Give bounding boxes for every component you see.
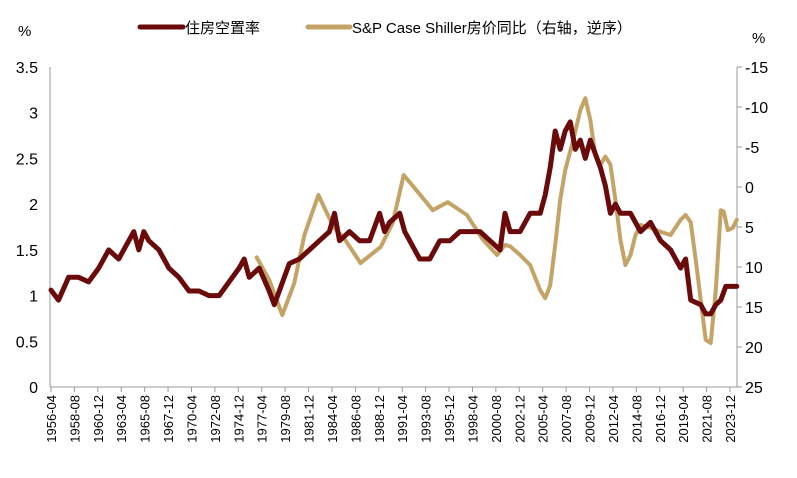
x-tick-label: 1970-04: [184, 395, 199, 443]
left-axis-unit: %: [18, 23, 31, 40]
x-tick-label: 1995-12: [442, 395, 457, 443]
right-tick-label: -15: [745, 60, 768, 77]
series: [48, 96, 740, 345]
right-tick-label: 10: [745, 260, 763, 277]
left-tick-label: 0: [29, 380, 38, 397]
x-tick-label: 2009-12: [583, 395, 598, 443]
x-tick-label: 1963-04: [114, 395, 129, 443]
axes: 0 0.5 1 1.5 2 2.5 3 3.5 -15 -10 -5 0 5 10 15 20 25 1956-0…: [16, 60, 768, 443]
x-tick-label: 1958-08: [67, 395, 82, 443]
x-tick-label: 2007-08: [559, 395, 574, 443]
x-tick-label: 2021-08: [700, 395, 715, 443]
x-tick-label: 1977-04: [255, 395, 270, 443]
x-tick-label: 1988-12: [372, 395, 387, 443]
x-tick-label: 1991-04: [395, 395, 410, 443]
left-tick-label: 3: [29, 106, 38, 123]
x-tick-label: 2014-08: [629, 395, 644, 443]
right-axis-unit: %: [752, 30, 765, 47]
x-tick-label: 1984-04: [325, 395, 340, 443]
right-tick-label: 5: [745, 220, 754, 237]
x-tick-label: 1986-08: [348, 395, 363, 443]
right-tick-label: 15: [745, 300, 763, 317]
x-tick-label: 2016-12: [653, 395, 668, 443]
right-tick-label: 25: [745, 380, 763, 397]
legend-label-hpi: S&P Case Shiller房价同比（右轴，逆序）: [352, 20, 632, 37]
left-tick-label: 2: [29, 197, 38, 214]
x-tick-label: 1967-12: [161, 395, 176, 443]
legend: 住房空置率 S&P Case Shiller房价同比（右轴，逆序）: [137, 20, 632, 37]
x-tick-label: 2019-04: [676, 395, 691, 443]
legend-label-vacancy: 住房空置率: [185, 20, 260, 37]
x-tick-label: 1956-04: [44, 395, 59, 443]
right-tick-label: 0: [745, 180, 754, 197]
right-tick-label: -5: [745, 140, 759, 157]
x-tick-label: 1998-04: [465, 395, 480, 443]
left-tick-label: 0.5: [16, 334, 38, 351]
x-tick-label: 1960-12: [91, 395, 106, 443]
x-tick-label: 1965-08: [138, 395, 153, 443]
series-line-case-shiller: [254, 96, 739, 345]
right-tick-label: 20: [745, 340, 763, 357]
x-tick-label: 1972-08: [208, 395, 223, 443]
x-tick-label: 1974-12: [231, 395, 246, 443]
left-tick-label: 1.5: [16, 243, 38, 260]
x-tick-label: 1981-12: [302, 395, 317, 443]
x-tick-label: 2005-04: [536, 395, 551, 443]
left-tick-label: 1: [29, 289, 38, 306]
x-tick-label: 2012-04: [606, 395, 621, 443]
x-tick-label: 1993-08: [419, 395, 434, 443]
left-tick-label: 2.5: [16, 151, 38, 168]
x-tick-label: 2000-08: [489, 395, 504, 443]
left-tick-label: 3.5: [16, 60, 38, 77]
x-tick-label: 2002-12: [512, 395, 527, 443]
right-tick-label: -10: [745, 100, 768, 117]
series-line-vacancy-rate: [48, 119, 740, 317]
x-tick-label: 2023-12: [723, 395, 738, 443]
x-tick-label: 1979-08: [278, 395, 293, 443]
